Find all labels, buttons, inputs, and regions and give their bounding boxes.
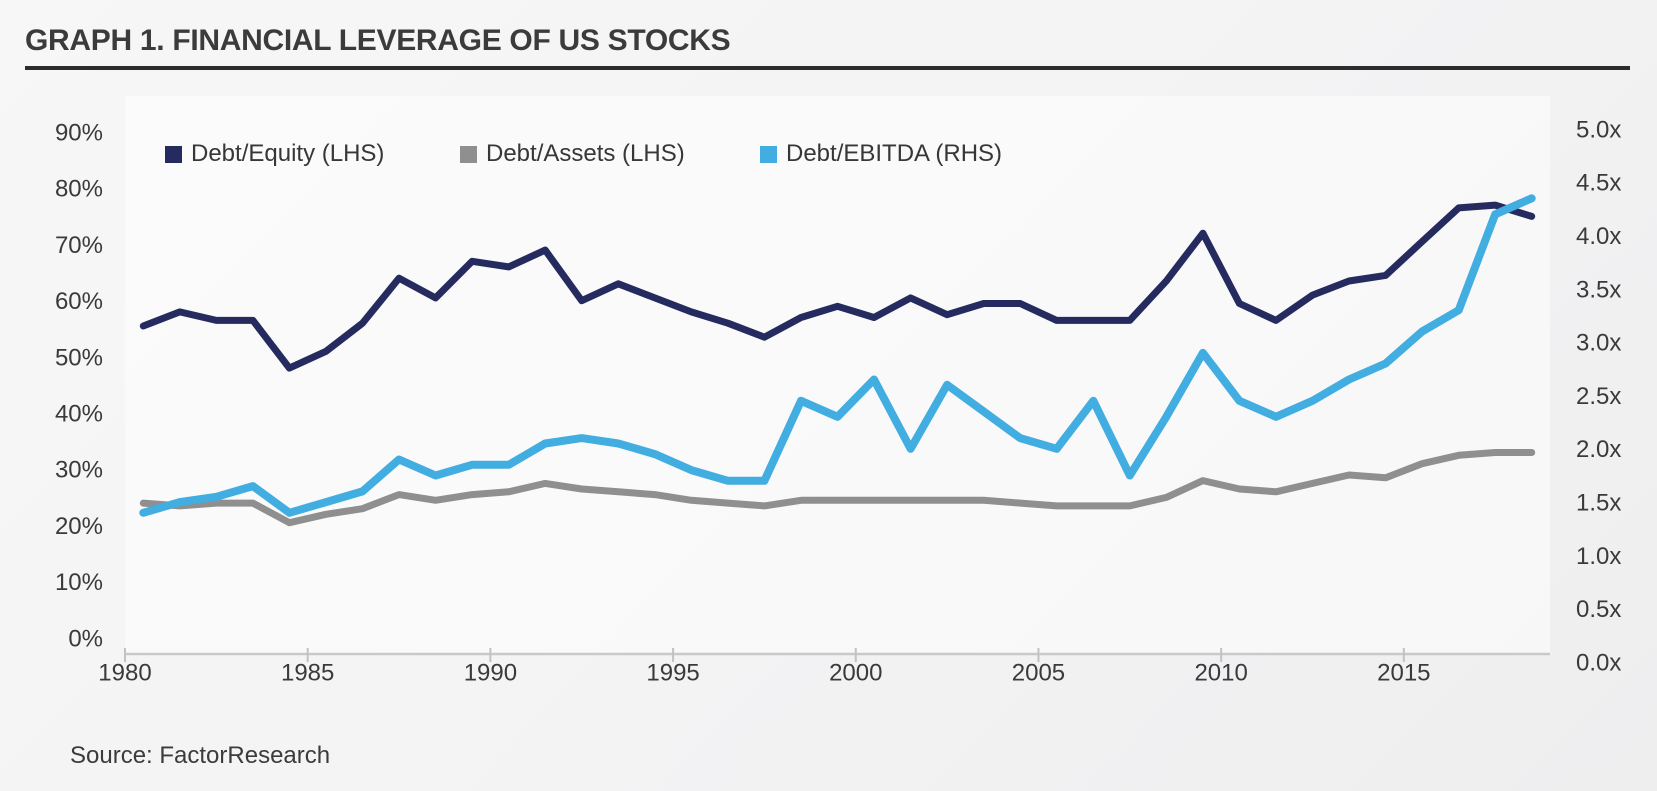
left-axis-tick-label: 40% [55,401,103,428]
right-axis-tick-label: 0.5x [1576,596,1621,623]
legend-swatch-debt-assets-lhs [460,145,477,163]
legend-label-debt-assets-lhs: Debt/Assets (LHS) [486,140,685,167]
legend-item-debt-ebitda-rhs: Debt/EBITDA (RHS) [760,140,1002,168]
legend-swatch-debt-ebitda-rhs [760,145,777,163]
right-axis-tick-label: 0.0x [1576,649,1621,676]
left-axis-tick-label: 60% [55,288,103,315]
left-axis-tick-label: 50% [55,344,103,371]
legend-label-debt-ebitda-rhs: Debt/EBITDA (RHS) [786,140,1003,167]
right-axis-tick-label: 3.5x [1576,276,1621,303]
right-axis-tick-label: 1.5x [1576,490,1621,517]
title-underline [25,66,1630,70]
legend-item-debt-assets-lhs: Debt/Assets (LHS) [460,140,685,168]
left-axis-tick-label: 70% [55,232,103,259]
right-axis-tick-label: 2.5x [1576,383,1621,410]
series-line-debt-assets-lhs [139,449,1536,527]
series-line-debt-ebitda-rhs [139,194,1536,517]
right-axis-tick-label: 4.0x [1576,223,1621,250]
legend-label-debt-equity-lhs: Debt/Equity (LHS) [191,140,385,167]
left-axis-tick-label: 0% [68,625,103,652]
legend-item-debt-equity-lhs: Debt/Equity (LHS) [165,140,384,168]
x-axis-tick-label: 1995 [646,659,699,686]
right-axis-tick-label: 1.0x [1576,543,1621,570]
x-axis-tick-label: 1980 [98,659,151,686]
legend-swatch-debt-equity-lhs [165,145,182,163]
x-axis-tick-label: 2015 [1377,659,1430,686]
right-axis-tick-label: 2.0x [1576,436,1621,463]
left-axis-tick-label: 90% [55,119,103,146]
x-axis-tick-label: 2000 [829,659,882,686]
x-axis-tick-label: 1990 [464,659,517,686]
right-axis-tick-label: 4.5x [1576,170,1621,197]
left-axis-tick-label: 10% [55,569,103,596]
left-axis-tick-label: 30% [55,457,103,484]
plot-area [125,96,1550,654]
chart-title: GRAPH 1. FINANCIAL LEVERAGE OF US STOCKS [25,24,731,57]
left-axis-tick-label: 20% [55,513,103,540]
x-axis-tick-label: 1985 [281,659,334,686]
series-line-debt-equity-lhs [139,201,1536,372]
right-axis-tick-label: 3.0x [1576,330,1621,357]
chart-legend: Debt/Equity (LHS) Debt/Assets (LHS) Debt/E… [0,140,1657,170]
source-note: Source: FactorResearch [70,742,331,769]
x-axis-tick-label: 2005 [1012,659,1065,686]
right-axis-tick-label: 5.0x [1576,116,1621,143]
left-axis-tick-label: 80% [55,176,103,203]
x-axis-tick-label: 2010 [1194,659,1247,686]
